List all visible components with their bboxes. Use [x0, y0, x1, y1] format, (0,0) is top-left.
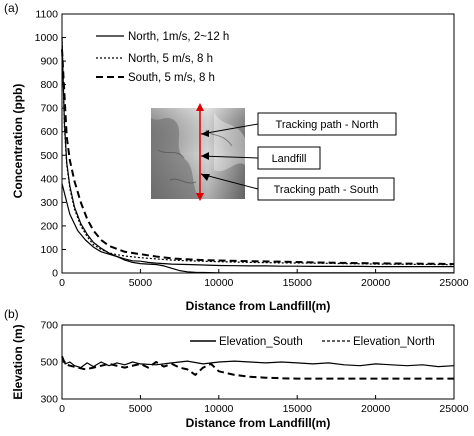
- panel-a-callouts: Tracking path - North Landfill Tracking …: [200, 112, 397, 201]
- panel-a-y-tick-label: 1100: [35, 9, 58, 21]
- panel-b-plot-frame: [61, 324, 455, 400]
- panel-a-series-line-2: [61, 49, 455, 266]
- panel-b-series-line-0: [61, 356, 455, 369]
- panel-b-series-line-1: [61, 356, 454, 380]
- panel-b-legend: Elevation_South Elevation_North: [190, 336, 435, 348]
- callout-arrowhead-landfill: [201, 152, 209, 160]
- callout-box-north: [257, 112, 397, 136]
- callout-text-north: Tracking path - North: [276, 119, 379, 131]
- panel-b-y-tick-label: 500: [40, 357, 58, 369]
- panel-a-y-tick-label: 600: [40, 126, 58, 138]
- panel-b-x-tick-label: 0: [59, 403, 65, 415]
- panel-a-x-tick-label: 0: [59, 277, 65, 289]
- panel-b-elevation-chart: (b) Elevation (m) Distance from Landfill…: [4, 307, 469, 430]
- panel-a-y-axis-title: Concentration (ppb): [11, 84, 25, 199]
- panel-a-legend: North, 1m/s, 2~12 h North, 5 m/s, 8 h So…: [96, 31, 229, 84]
- panel-a-label: (a): [4, 1, 19, 15]
- panel-b-x-tick-label: 5000: [129, 403, 153, 415]
- legend-label-north-1ms: North, 1m/s, 2~12 h: [128, 31, 229, 43]
- callout-arrowhead-south: [201, 174, 210, 181]
- panel-a-y-tick-label: 200: [40, 220, 58, 232]
- panel-b-series-group: [61, 356, 455, 380]
- panel-a-x-ticks: 0 5000 10000 15000 20000 25000: [59, 269, 469, 289]
- callout-box-landfill: [257, 146, 321, 170]
- panel-a-concentration-chart: (a) Concentration (ppb) Distance from La…: [4, 1, 469, 313]
- callout-leader-south: [200, 173, 259, 190]
- panel-a-plot-frame: [61, 13, 455, 274]
- panel-a-y-tick-label: 500: [40, 150, 58, 162]
- panel-a-x-axis-title: Distance from Landfill(m): [186, 299, 331, 313]
- legend-label-elevation-north: Elevation_North: [353, 336, 435, 348]
- panel-b-y-tick-label: 700: [40, 320, 58, 332]
- panel-a-x-tick-label: 20000: [361, 277, 390, 289]
- legend-label-elevation-south: Elevation_South: [219, 336, 303, 348]
- panel-b-label: (b): [4, 307, 19, 321]
- panel-a-y-tick-label: 100: [40, 244, 58, 256]
- panel-a-y-tick-label: 1000: [35, 32, 59, 44]
- panel-a-x-tick-label: 10000: [204, 277, 233, 289]
- panel-a-y-tick-label: 800: [40, 79, 58, 91]
- inset-terrain-map: [151, 103, 245, 201]
- tracking-path-arrow-north: [196, 103, 204, 111]
- panel-a-series-line-3: [61, 183, 454, 268]
- panel-a-y-tick-label: 700: [40, 103, 58, 115]
- panel-b-x-tick-label: 20000: [361, 403, 390, 415]
- panel-a-x-tick-label: 25000: [439, 277, 468, 289]
- callout-arrowhead-north: [201, 130, 209, 137]
- panel-b-x-tick-label: 25000: [439, 403, 468, 415]
- callout-leader-landfill: [200, 155, 259, 159]
- tracking-path-arrow-south: [196, 193, 204, 201]
- panel-a-y-tick-label: 300: [40, 197, 58, 209]
- panel-a-y-tick-label: 900: [40, 56, 58, 68]
- callout-box-south: [257, 177, 395, 201]
- panel-b-x-axis-title: Distance from Landfill(m): [186, 416, 331, 430]
- panel-b-y-tick-label: 300: [40, 394, 58, 406]
- panel-b-x-tick-label: 10000: [204, 403, 233, 415]
- panel-b-y-ticks: 300 500 700: [40, 320, 66, 406]
- panel-a-x-tick-label: 5000: [129, 277, 153, 289]
- legend-label-south-5ms: South, 5 m/s, 8 h: [128, 72, 215, 84]
- legend-label-north-5ms: North, 5 m/s, 8 h: [128, 53, 213, 65]
- panel-b-y-axis-title: Elevation (m): [11, 324, 25, 399]
- callout-text-landfill: Landfill: [272, 153, 307, 165]
- panel-a-y-tick-label: 0: [52, 268, 58, 280]
- inset-map-valley-shade: [151, 117, 200, 199]
- callout-text-south: Tracking path - South: [274, 184, 379, 196]
- panel-a-x-tick-label: 15000: [283, 277, 312, 289]
- panel-a-y-tick-label: 400: [40, 173, 58, 185]
- panel-b-x-tick-label: 15000: [283, 403, 312, 415]
- panel-a-y-ticks: 0 100 200 300 400 500 600 700 800 900 1000 1100: [35, 9, 66, 280]
- callout-leader-north: [200, 123, 259, 135]
- panel-b-x-ticks: 0 5000 10000 15000 20000 25000: [59, 395, 469, 415]
